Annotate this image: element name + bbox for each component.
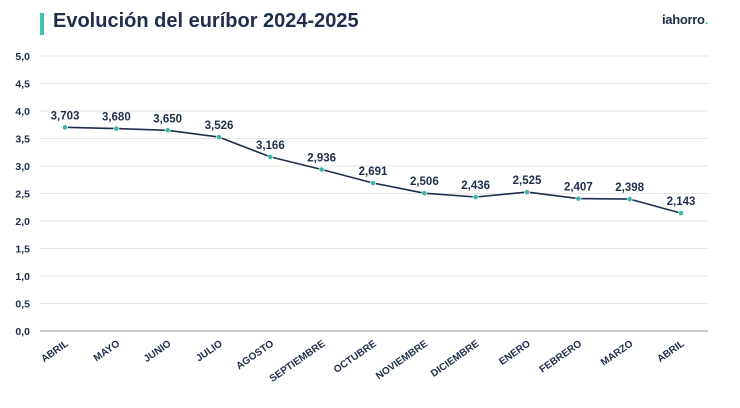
- x-tick-label: ABRIL: [39, 338, 70, 365]
- data-point: [678, 210, 684, 217]
- y-tick-label: 1,0: [15, 271, 30, 283]
- x-tick-label: NOVIEMBRE: [374, 338, 430, 382]
- data-point: [472, 194, 479, 200]
- data-label: 2,691: [359, 166, 388, 178]
- y-tick-label: 0,5: [15, 299, 30, 311]
- data-point: [524, 189, 530, 196]
- brand-logo: iahorro.: [662, 12, 708, 27]
- y-tick-label: 3,5: [15, 134, 30, 146]
- data-label: 2,936: [307, 153, 336, 165]
- y-tick-label: 0,0: [15, 326, 30, 338]
- data-label: 3,166: [256, 140, 285, 152]
- data-label: 2,436: [461, 180, 490, 192]
- x-tick-label: ABRIL: [655, 338, 686, 365]
- data-point: [626, 196, 633, 203]
- data-point: [421, 190, 428, 197]
- y-tick-label: 1,5: [15, 244, 30, 256]
- data-point: [216, 134, 222, 140]
- data-label: 2,143: [667, 196, 696, 208]
- x-tick-label: DICIEMBRE: [429, 338, 482, 379]
- y-tick-label: 4,0: [15, 106, 30, 118]
- data-label: 2,506: [410, 176, 439, 188]
- data-point: [267, 153, 274, 160]
- data-label: 3,526: [205, 120, 234, 132]
- data-point: [370, 180, 376, 186]
- y-tick-label: 5,0: [15, 51, 30, 63]
- data-label: 2,398: [615, 182, 644, 194]
- x-tick-label: FEBRERO: [538, 338, 585, 375]
- data-point: [318, 166, 325, 173]
- x-tick-label: JULIO: [194, 338, 225, 364]
- x-tick-label: AGOSTO: [234, 338, 276, 372]
- title-accent-bar: [40, 13, 44, 35]
- data-point: [62, 124, 68, 131]
- data-label: 2,407: [564, 182, 593, 194]
- y-tick-label: 3,0: [15, 161, 30, 173]
- x-tick-label: MARZO: [599, 338, 636, 368]
- y-tick-label: 2,0: [15, 216, 30, 228]
- logo-dot: .: [704, 12, 709, 27]
- x-tick-label: OCTUBRE: [332, 338, 379, 376]
- chart-title: Evolución del euríbor 2024-2025: [53, 10, 359, 32]
- data-point: [113, 125, 120, 132]
- data-label: 3,650: [153, 113, 182, 125]
- x-tick-label: JUNIO: [142, 338, 174, 365]
- data-label: 3,680: [102, 112, 131, 124]
- x-tick-label: SEPTIEMBRE: [268, 338, 328, 384]
- data-label: 2,525: [513, 175, 542, 187]
- data-point: [164, 127, 171, 134]
- y-tick-label: 4,5: [15, 79, 30, 91]
- x-tick-label: ENERO: [497, 338, 533, 368]
- logo-text: iahorro: [662, 12, 705, 27]
- data-label: 3,703: [51, 110, 80, 122]
- y-tick-label: 2,5: [15, 189, 30, 201]
- data-point: [575, 195, 582, 202]
- x-tick-label: MAYO: [92, 338, 122, 364]
